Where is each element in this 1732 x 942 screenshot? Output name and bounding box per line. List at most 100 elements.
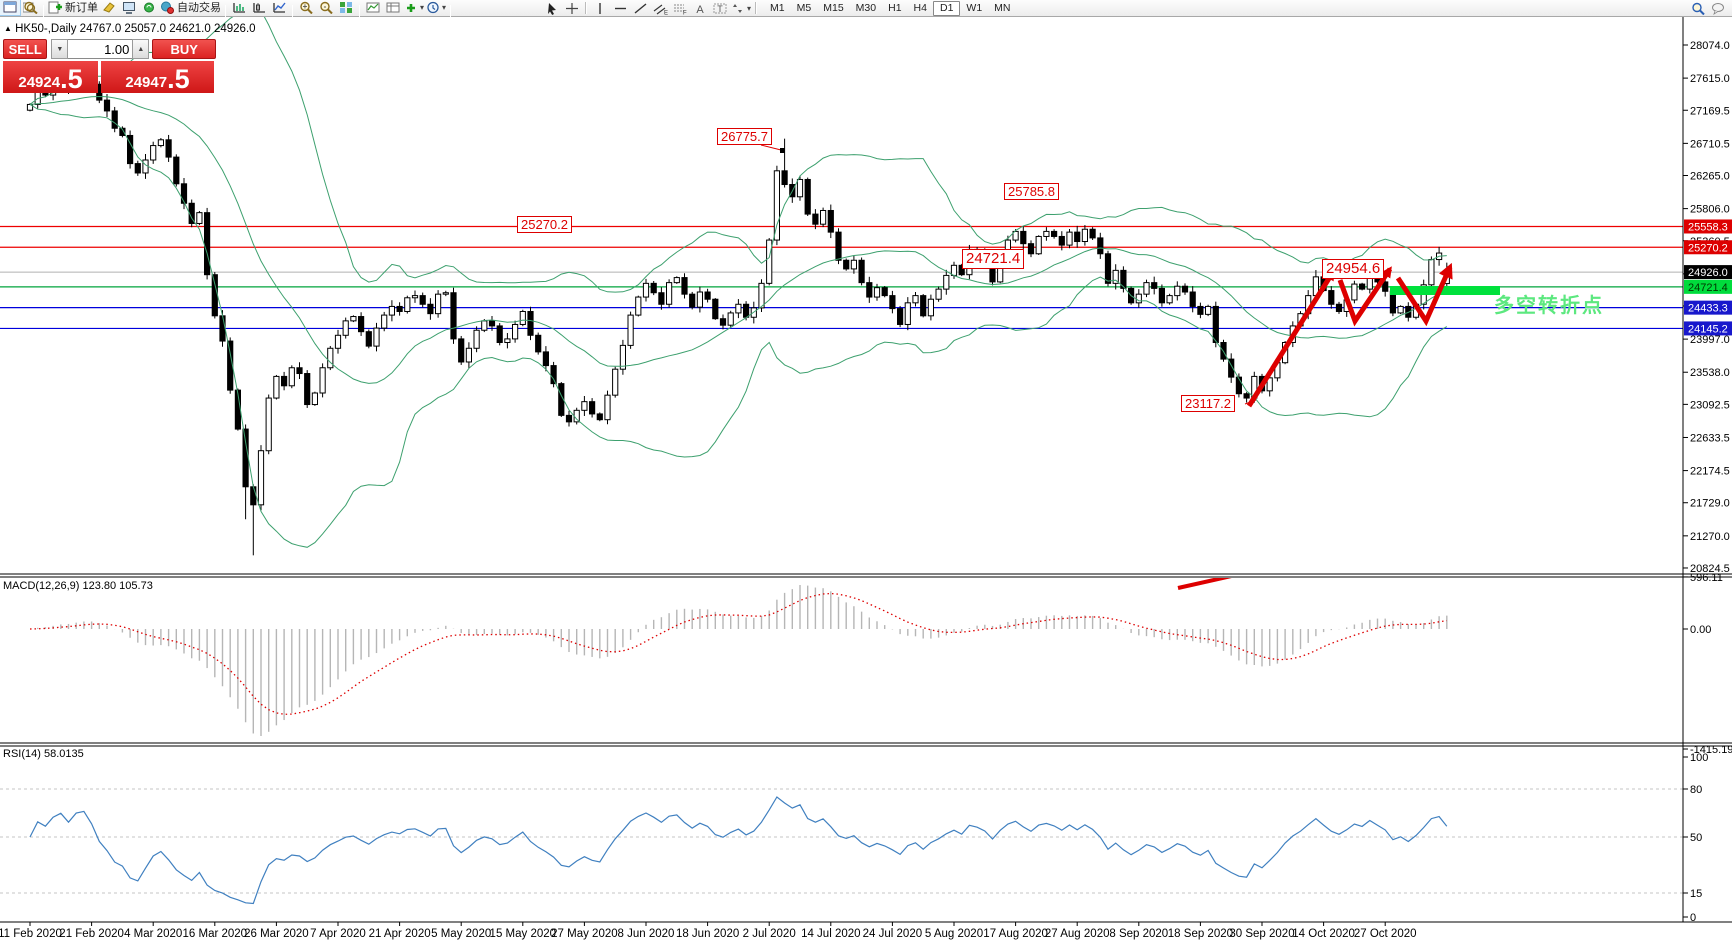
profile-icon[interactable] (363, 0, 383, 15)
text-icon[interactable]: A (690, 1, 710, 16)
price-badge (1684, 240, 1732, 255)
zigzag-arrow-annotation (1395, 262, 1453, 327)
svg-text:15: 15 (1690, 888, 1702, 900)
chart-window[interactable]: ▲ HK50-,Daily 24767.0 25057.0 24621.0 24… (0, 17, 1732, 942)
date-label: 14 Oct 2020 (1292, 928, 1355, 940)
toolbar-separator (755, 2, 758, 14)
toolbar-separator (225, 4, 226, 17)
svg-text:50: 50 (1690, 832, 1702, 844)
chat-icon[interactable] (1708, 1, 1728, 16)
date-label: 18 Jun 2020 (676, 928, 739, 940)
search-icon[interactable] (1688, 1, 1708, 16)
price-label-annotation[interactable]: 25785.8 (1004, 183, 1059, 200)
toolbar-separator (359, 4, 360, 17)
trendline-icon[interactable] (630, 1, 650, 16)
macd-trend-arrow-annotation (1177, 578, 1232, 590)
zoom-out-icon[interactable]: - (316, 0, 336, 15)
clock-icon[interactable]: ▾ (425, 0, 447, 15)
volume-increase-button[interactable]: ▲ (132, 39, 150, 59)
date-label: 21 Feb 2020 (59, 928, 124, 940)
date-label: 24 Jul 2020 (863, 928, 922, 940)
macd-pane (29, 578, 1448, 736)
candlestick-chart-icon[interactable] (249, 0, 269, 15)
price-label-annotation[interactable]: 24954.6 (1322, 259, 1385, 279)
zoom-in-icon[interactable]: + (296, 0, 316, 15)
date-label: 14 Jul 2020 (801, 928, 860, 940)
price-label-annotation[interactable]: 24721.4 (962, 249, 1025, 269)
date-label: 7 Apr 2020 (310, 928, 366, 940)
timeframe-button-m1[interactable]: M1 (770, 2, 785, 14)
svg-text:23538.0: 23538.0 (1690, 367, 1730, 379)
fibonacci-icon[interactable]: F (670, 1, 690, 16)
one-click-trading-panel: SELL ▼▲ BUY 24924.5 24947.5 (3, 39, 216, 93)
zigzag-arrow-annotation (1337, 266, 1393, 327)
timeframe-button-h1[interactable]: H1 (888, 2, 902, 14)
toolbar-separator (43, 4, 44, 17)
svg-text:25270.2: 25270.2 (1688, 242, 1728, 254)
timeframe-button-w1[interactable]: W1 (966, 2, 983, 14)
svg-text:27615.0: 27615.0 (1690, 73, 1730, 85)
eraser-icon[interactable] (99, 0, 119, 15)
chart-canvas[interactable]: 28074.0 27615.0 27169.5 26710.5 26265.0 25806… (0, 17, 1732, 942)
timeframe-button-mn[interactable]: MN (994, 2, 1011, 14)
volume-input[interactable] (68, 39, 133, 59)
autotrade-icon[interactable]: 自动交易 (159, 0, 222, 15)
buy-price-display[interactable]: 24947.5 (101, 61, 214, 93)
new-order-icon[interactable]: 新订单 (47, 0, 99, 15)
window-icon[interactable] (0, 0, 21, 16)
zoom-preview-icon[interactable] (20, 0, 40, 15)
toolbar-separator (585, 2, 588, 14)
date-label: 8 Jun 2020 (618, 928, 675, 940)
sell-price-display[interactable]: 24924.5 (3, 61, 98, 93)
cursor-icon[interactable] (542, 1, 562, 16)
sell-button[interactable]: SELL (3, 39, 48, 59)
svg-text:0: 0 (1690, 912, 1696, 924)
channel-icon[interactable]: E (650, 1, 670, 16)
hline-icon[interactable] (610, 1, 630, 16)
buy-button[interactable]: BUY (152, 39, 216, 59)
svg-text:24433.3: 24433.3 (1688, 303, 1728, 315)
rsi-indicator-label: RSI(14) 58.0135 (3, 748, 84, 760)
vline-icon[interactable] (590, 1, 610, 16)
turning-point-annotation[interactable]: 多空转折点 (1494, 295, 1604, 317)
svg-text:-: - (324, 2, 327, 11)
arrows-icon[interactable]: ▾ (730, 1, 752, 16)
bar-chart-icon[interactable] (229, 0, 249, 15)
price-label-annotation[interactable]: 25270.2 (517, 216, 572, 233)
timeframe-button-h4[interactable]: H4 (913, 2, 927, 14)
volume-decrease-button[interactable]: ▼ (51, 39, 69, 59)
price-badge (1684, 265, 1732, 280)
svg-text:-1415.19: -1415.19 (1690, 744, 1732, 756)
computer-icon[interactable] (119, 0, 139, 15)
template-icon[interactable] (383, 0, 403, 15)
svg-text:0.00: 0.00 (1690, 624, 1711, 636)
svg-text:22633.5: 22633.5 (1690, 432, 1730, 444)
signal-icon[interactable] (139, 0, 159, 15)
price-badge (1684, 279, 1732, 294)
toolbar-separator (450, 4, 452, 17)
timeframe-button-m5[interactable]: M5 (796, 2, 812, 14)
label-icon[interactable]: T (710, 1, 730, 16)
svg-text:23997.0: 23997.0 (1690, 334, 1730, 346)
date-label: 5 Aug 2020 (925, 928, 983, 940)
tile-windows-icon[interactable] (336, 0, 356, 15)
line-chart-icon[interactable] (269, 0, 289, 15)
svg-text:24721.4: 24721.4 (1688, 282, 1728, 294)
timeframe-button-d1[interactable]: D1 (932, 0, 961, 16)
price-label-annotation[interactable]: 26775.7 (717, 128, 772, 145)
volume-stepper: ▼▲ (51, 39, 150, 59)
symbol-triangle-icon: ▲ (4, 24, 12, 33)
svg-text:26265.0: 26265.0 (1690, 171, 1730, 183)
timeframe-toolbar: M1 M5 M15 M30 H1 H4 D1 W1 MN (764, 0, 1016, 16)
svg-text:+: + (303, 2, 308, 11)
timeframe-button-m15[interactable]: M15 (823, 2, 844, 14)
date-label: 21 Apr 2020 (369, 928, 431, 940)
svg-text:21270.0: 21270.0 (1690, 531, 1730, 543)
indicators-icon[interactable]: ▾ (403, 0, 425, 15)
crosshair-icon[interactable] (562, 1, 582, 16)
date-label: 27 Aug 2020 (1045, 928, 1110, 940)
svg-text:28074.0: 28074.0 (1690, 40, 1730, 52)
timeframe-button-m30[interactable]: M30 (855, 2, 877, 14)
autotrade-label: 自动交易 (177, 2, 221, 14)
price-label-annotation[interactable]: 23117.2 (1181, 395, 1236, 412)
